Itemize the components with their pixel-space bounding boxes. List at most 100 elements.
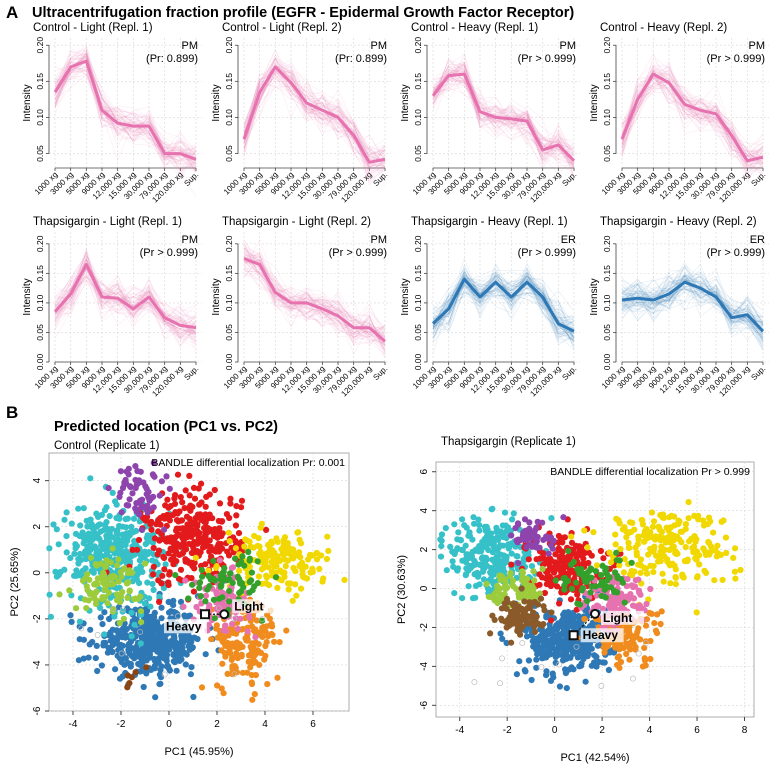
data-point — [612, 541, 619, 548]
data-point — [138, 619, 145, 626]
x-tick-label: Sup. — [749, 170, 767, 188]
data-point — [46, 591, 53, 598]
data-point — [203, 525, 210, 532]
background-trace — [432, 75, 575, 164]
data-point — [176, 531, 183, 538]
background-trace — [54, 68, 197, 173]
data-point — [182, 577, 189, 584]
y-tick-label: -2 — [419, 623, 430, 632]
data-point — [132, 595, 139, 602]
data-point — [472, 559, 479, 566]
data-point — [560, 514, 567, 521]
data-point — [512, 525, 519, 532]
data-point — [119, 523, 126, 530]
data-point — [158, 531, 165, 538]
data-point — [555, 631, 562, 638]
data-point — [475, 516, 482, 523]
background-trace — [243, 269, 386, 338]
data-point — [555, 545, 562, 552]
background-trace — [432, 268, 575, 330]
data-point — [552, 659, 559, 666]
data-point — [685, 499, 692, 506]
data-point — [150, 617, 157, 624]
data-point — [529, 638, 536, 645]
data-point — [184, 521, 191, 528]
data-point — [672, 581, 679, 588]
heavy-label: Heavy — [583, 628, 619, 642]
data-point — [89, 524, 96, 532]
light-marker — [219, 609, 230, 620]
background-trace — [243, 75, 386, 163]
data-point — [532, 526, 539, 534]
location-label: PM — [749, 40, 766, 52]
data-point — [176, 508, 183, 515]
data-point — [229, 620, 236, 628]
data-point — [598, 572, 605, 579]
data-point — [442, 525, 449, 532]
data-point — [639, 663, 647, 670]
y-tick-label: 0.15 — [602, 265, 612, 282]
data-point — [87, 554, 95, 561]
data-point — [150, 504, 157, 511]
data-point — [163, 473, 170, 480]
data-point — [243, 537, 250, 544]
y-tick-label: 0.10 — [35, 294, 45, 311]
line-chart-2: Control - Light (Repl. 2) 0.05 0.10 0.15 0.2… — [211, 22, 391, 204]
data-point — [126, 680, 133, 687]
data-point — [560, 562, 567, 569]
background-trace — [243, 54, 386, 163]
data-point — [254, 558, 261, 565]
background-trace — [432, 66, 575, 159]
data-point — [621, 556, 628, 563]
data-point — [476, 527, 483, 534]
background-trace — [621, 86, 764, 157]
data-point — [126, 588, 133, 595]
data-point — [466, 529, 473, 536]
background-trace — [432, 261, 575, 338]
data-point — [625, 642, 632, 649]
data-point — [523, 619, 531, 627]
background-trace — [432, 275, 575, 339]
data-point — [75, 555, 82, 563]
data-point — [546, 647, 553, 654]
data-point — [76, 532, 83, 540]
data-point — [204, 586, 211, 593]
background-trace — [621, 278, 764, 324]
data-point — [614, 589, 621, 596]
data-point — [160, 652, 168, 659]
data-point — [668, 512, 675, 520]
data-point — [491, 616, 498, 624]
data-point — [218, 533, 225, 540]
data-point — [123, 502, 130, 509]
data-point — [63, 533, 70, 540]
data-point — [247, 543, 254, 550]
data-point — [575, 625, 582, 632]
line-chart-6: Thapsigargin - Light (Repl. 2) 0.00 0.05 0.… — [211, 216, 391, 398]
data-point — [47, 613, 55, 620]
data-point — [202, 561, 209, 568]
data-point — [634, 541, 642, 548]
data-point — [283, 627, 290, 634]
background-trace — [54, 252, 197, 325]
data-point — [174, 471, 182, 478]
data-point — [148, 518, 155, 525]
data-point — [710, 529, 717, 536]
data-point — [161, 671, 168, 678]
light-label-bg — [232, 599, 276, 614]
data-point — [556, 683, 564, 690]
data-point — [46, 545, 53, 552]
data-point — [437, 553, 445, 560]
data-point — [541, 589, 549, 597]
data-point — [509, 600, 516, 608]
light-label: Light — [603, 611, 632, 625]
data-point — [533, 664, 540, 671]
y-tick-label: 0 — [419, 585, 430, 591]
background-trace — [432, 75, 575, 176]
data-point — [732, 545, 739, 552]
background-trace — [243, 249, 386, 347]
y-tick-label: 0.20 — [224, 37, 234, 54]
data-point — [144, 509, 151, 516]
data-point — [617, 545, 624, 553]
data-point — [121, 620, 128, 627]
background-trace — [243, 261, 386, 346]
